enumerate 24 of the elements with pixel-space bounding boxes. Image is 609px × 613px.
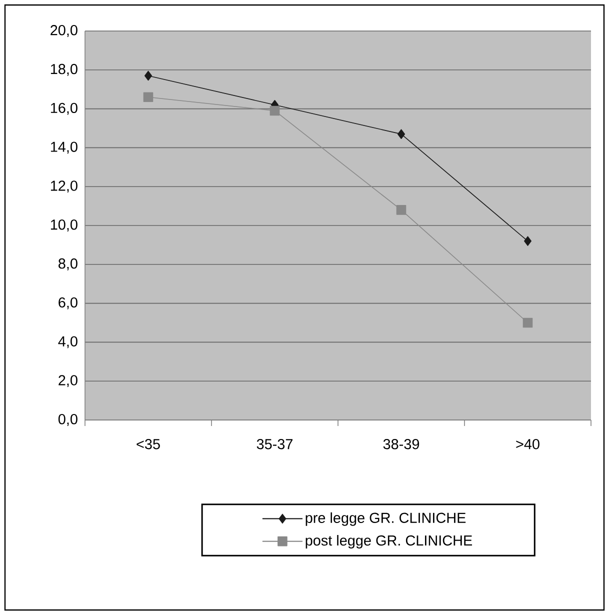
- y-tick-label: 0,0: [58, 414, 78, 426]
- x-tick-label: >40: [516, 439, 540, 450]
- x-tick-label: <35: [136, 439, 160, 450]
- y-tick-label: 14,0: [50, 142, 78, 154]
- y-tick-label: 16,0: [50, 102, 78, 115]
- y-tick-label: 20,0: [50, 25, 78, 37]
- point: [397, 129, 406, 139]
- y-tick-label: 12,0: [50, 180, 78, 193]
- point: [144, 70, 152, 81]
- y-tick-label: 2,0: [58, 375, 78, 388]
- y-tick-label: 10,0: [50, 220, 78, 232]
- y-tick-label: 8,0: [58, 258, 78, 270]
- point: [270, 106, 280, 116]
- y-tick-label: 6,0: [58, 297, 78, 310]
- legend-label: post legge GR. CLINICHE: [306, 534, 472, 548]
- x-tick-label: 38-39: [383, 439, 420, 450]
- point: [522, 318, 533, 328]
- x-tick-label: 35-37: [256, 439, 292, 450]
- y-tick-label: 4,0: [58, 336, 78, 348]
- legend-label: pre legge GR. CLINICHE: [306, 512, 466, 526]
- point: [524, 236, 532, 246]
- point: [143, 92, 154, 102]
- point: [396, 205, 406, 215]
- y-tick-label: 18,0: [50, 64, 78, 76]
